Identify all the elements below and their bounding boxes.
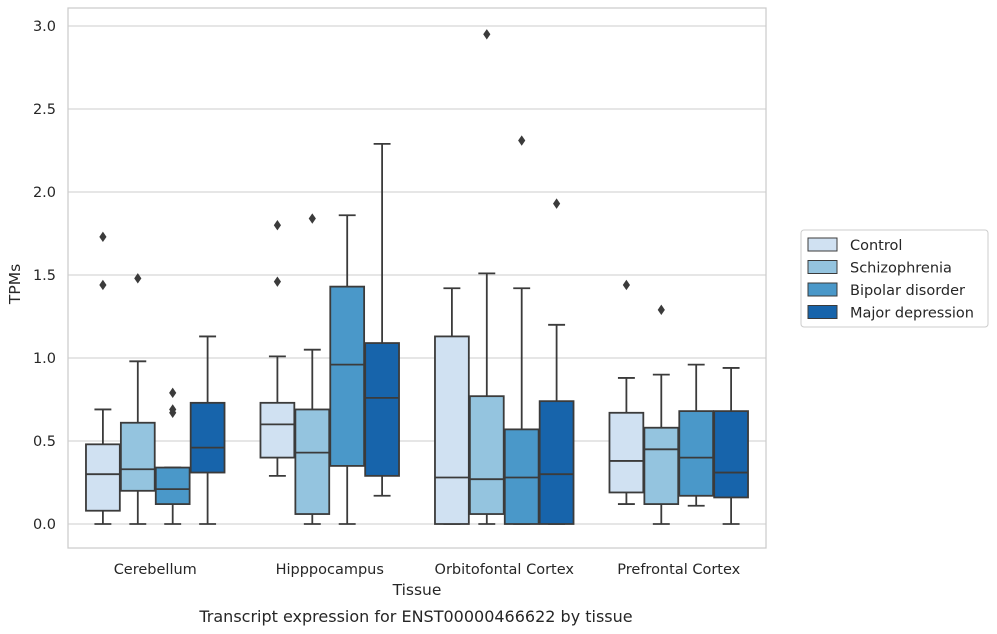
box-major-depression-prefrontal-cortex <box>713 367 749 525</box>
box-bipolar-disorder-cerebellum <box>154 387 191 525</box>
box-bipolar-disorder-prefrontal-cortex <box>678 363 715 507</box>
box-schizophrenia-cerebellum <box>119 273 156 525</box>
box-control-hipppocampus <box>259 220 296 477</box>
legend-label: Bipolar disorder <box>850 283 965 299</box>
legend-item-major-depression: Major depression <box>807 305 974 322</box>
outlier-point <box>553 198 561 209</box>
box-bipolar-disorder-hipppocampus <box>329 214 366 525</box>
box-control-cerebellum <box>85 231 121 525</box>
legend-item-bipolar-disorder: Bipolar disorder <box>807 282 965 299</box>
y-axis-label: TPMs <box>6 264 24 305</box>
chart-caption: Transcript expression for ENST0000046662… <box>198 607 632 626</box>
outlier-point <box>99 279 107 291</box>
box-iqr <box>643 426 680 505</box>
y-tick-label: 1.5 <box>33 268 56 284</box>
box-iqr <box>538 400 575 525</box>
plot-frame <box>67 7 767 549</box>
legend-label: Schizophrenia <box>850 261 952 277</box>
box-iqr <box>85 443 121 512</box>
legend-item-schizophrenia: Schizophrenia <box>807 260 952 277</box>
box-iqr <box>468 395 505 515</box>
legend-swatch <box>807 237 838 252</box>
box-iqr <box>608 411 645 494</box>
box-bipolar-disorder-orbitofontal-cortex <box>503 135 540 525</box>
legend-label: Major depression <box>850 306 974 322</box>
box-iqr <box>189 401 226 474</box>
box-iqr <box>364 342 400 477</box>
box-schizophrenia-hipppocampus <box>294 213 331 525</box>
x-tick-label-prefrontal-cortex: Prefrontal Cortex <box>617 562 740 578</box>
y-tick-label: 0.0 <box>33 517 56 533</box>
grid-lines <box>68 25 766 525</box>
outlier-point <box>483 29 491 40</box>
box-schizophrenia-orbitofontal-cortex <box>468 29 505 525</box>
box-iqr <box>678 410 715 497</box>
legend-item-control: Control <box>807 237 902 254</box>
box-iqr <box>434 335 470 525</box>
outlier-point <box>99 231 107 243</box>
box-control-prefrontal-cortex <box>608 279 645 505</box>
box-iqr <box>713 410 749 499</box>
box-major-depression-orbitofontal-cortex <box>538 198 575 525</box>
y-tick-label: 2.5 <box>33 102 56 118</box>
y-tick-label: 1.0 <box>33 351 56 367</box>
box-iqr <box>294 408 331 515</box>
box-iqr <box>119 421 156 492</box>
x-tick-label-hipppocampus: Hipppocampus <box>276 562 384 578</box>
box-iqr <box>329 285 366 467</box>
box-major-depression-hipppocampus <box>364 142 400 497</box>
box-iqr <box>259 401 296 459</box>
outlier-point <box>169 387 177 399</box>
y-tick-label: 2.0 <box>33 185 56 201</box>
legend-label: Control <box>850 238 902 254</box>
outlier-point <box>657 304 665 316</box>
outlier-point <box>273 276 281 287</box>
legend-swatch <box>807 305 838 319</box>
outlier-point <box>169 404 177 415</box>
outlier-point <box>518 135 526 146</box>
x-tick-label-cerebellum: Cerebellum <box>114 562 197 578</box>
x-tick-label-orbitofontal-cortex: Orbitofontal Cortex <box>435 562 575 578</box>
x-axis-label: Tissue <box>392 581 442 599</box>
outlier-point <box>622 279 630 291</box>
box-iqr <box>154 466 191 505</box>
outlier-point <box>273 220 281 231</box>
legend-swatch <box>807 282 838 297</box>
box-series <box>85 29 749 525</box>
x-tick-labels: Cerebellum Hipppocampus Orbitofontal Corte… <box>114 562 741 578</box>
box-control-orbitofontal-cortex <box>434 287 470 525</box>
box-schizophrenia-prefrontal-cortex <box>643 304 680 525</box>
outlier-point <box>134 273 142 284</box>
legend-swatch <box>807 260 838 274</box>
legend: Control Schizophrenia Bipolar disorder Majo… <box>800 229 989 328</box>
y-tick-label: 3.0 <box>33 19 56 35</box>
legend-frame <box>800 229 989 328</box>
y-tick-labels: 0.0 0.5 1.0 1.5 2.0 2.5 3.0 <box>33 19 56 533</box>
outlier-point <box>308 213 316 224</box>
y-tick-label: 0.5 <box>33 434 56 450</box>
box-major-depression-cerebellum <box>189 335 226 525</box>
